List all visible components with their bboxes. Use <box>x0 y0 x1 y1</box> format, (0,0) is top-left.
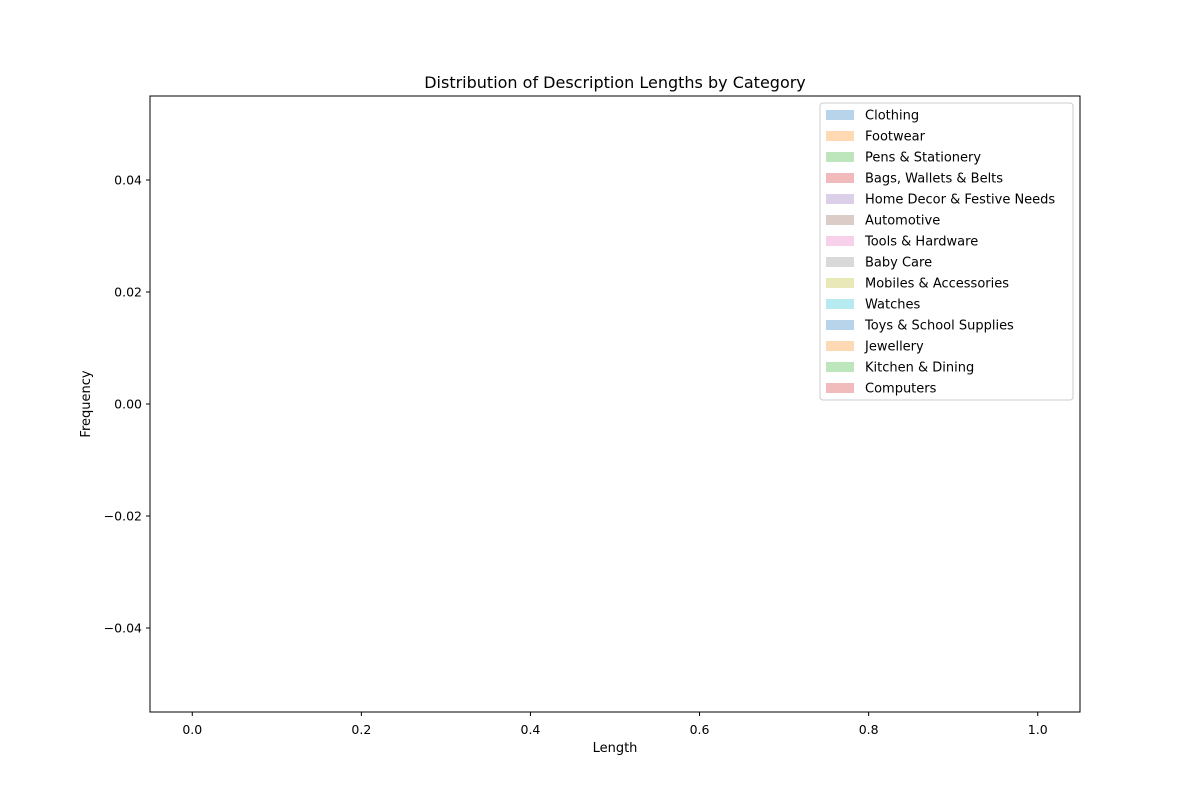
legend-swatch <box>826 257 854 267</box>
legend-frame <box>819 102 1074 401</box>
legend-swatch <box>826 131 854 141</box>
legend-label: Footwear <box>865 130 926 145</box>
legend-label: Pens & Stationery <box>865 151 981 166</box>
legend-label: Kitchen & Dining <box>865 361 974 376</box>
legend-swatch <box>826 173 854 183</box>
legend-entries: Clothing Footwear Pens & Stationery Bags, W… <box>826 109 1055 397</box>
legend-label: Computers <box>865 382 937 397</box>
legend-label: Clothing <box>865 109 919 124</box>
chart-title: Distribution of Description Lengths by C… <box>424 73 806 92</box>
x-axis-label: Length <box>593 741 638 756</box>
legend-label: Tools & Hardware <box>864 235 978 250</box>
legend-swatch <box>826 383 854 393</box>
x-tick-label: 0.2 <box>351 722 371 737</box>
x-axis-ticks: 0.0 0.2 0.4 0.6 0.8 1.0 <box>182 712 1048 737</box>
y-tick-label: −0.04 <box>104 621 142 636</box>
y-tick-label: 0.00 <box>114 397 142 412</box>
legend-label: Jewellery <box>864 340 924 355</box>
legend-swatch <box>826 278 854 288</box>
legend-swatch <box>826 152 854 162</box>
legend-label: Automotive <box>865 214 940 229</box>
y-tick-label: −0.02 <box>104 509 142 524</box>
legend-swatch <box>826 341 854 351</box>
x-tick-label: 1.0 <box>1028 722 1048 737</box>
legend: Clothing Footwear Pens & Stationery Bags, W… <box>819 102 1074 401</box>
legend-swatch <box>826 236 854 246</box>
y-axis-label: Frequency <box>79 370 94 437</box>
legend-swatch <box>826 320 854 330</box>
legend-swatch <box>826 215 854 225</box>
legend-swatch <box>826 194 854 204</box>
y-axis-ticks: −0.04 −0.02 0.00 0.02 0.04 <box>104 173 150 636</box>
legend-swatch <box>826 362 854 372</box>
y-tick-label: 0.02 <box>114 285 142 300</box>
legend-label: Bags, Wallets & Belts <box>865 172 1003 187</box>
legend-label: Home Decor & Festive Needs <box>865 193 1055 208</box>
legend-swatch <box>826 299 854 309</box>
y-tick-label: 0.04 <box>114 173 142 188</box>
x-tick-label: 0.6 <box>690 722 710 737</box>
x-tick-label: 0.8 <box>859 722 879 737</box>
legend-label: Baby Care <box>865 256 932 271</box>
legend-swatch <box>826 110 854 120</box>
x-tick-label: 0.4 <box>521 722 541 737</box>
legend-label: Watches <box>865 298 920 313</box>
x-tick-label: 0.0 <box>182 722 202 737</box>
legend-label: Toys & School Supplies <box>864 319 1014 334</box>
legend-label: Mobiles & Accessories <box>865 277 1009 292</box>
